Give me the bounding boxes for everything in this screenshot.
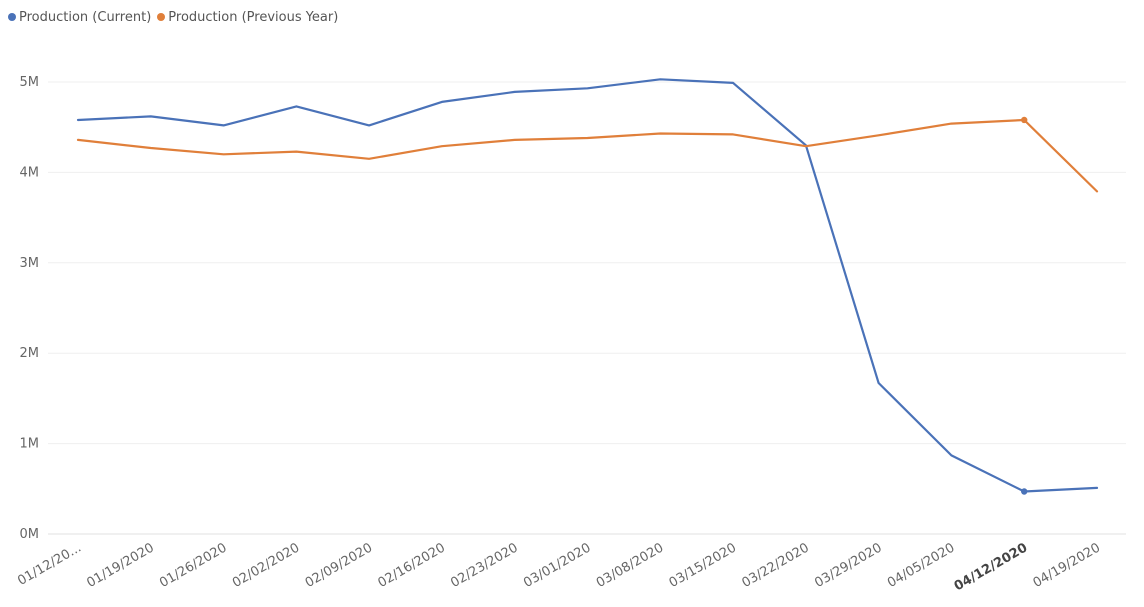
- data-point[interactable]: [803, 144, 808, 149]
- x-tick-label: 04/12/2020: [952, 540, 1030, 594]
- data-point[interactable]: [658, 131, 663, 136]
- x-tick-label: 02/16/2020: [376, 540, 448, 590]
- y-tick-label: 1M: [20, 437, 40, 452]
- y-tick-label: 2M: [20, 346, 40, 361]
- y-tick-label: 5M: [20, 75, 40, 90]
- x-axis: 01/12/20... 01/19/2020 01/26/2020 02/02/202…: [15, 540, 1103, 594]
- series-line-current[interactable]: [76, 78, 1099, 493]
- data-point[interactable]: [658, 77, 663, 82]
- data-point[interactable]: [1021, 488, 1028, 495]
- y-tick-label: 3M: [20, 256, 40, 271]
- y-tick-label: 4M: [20, 165, 40, 180]
- data-point[interactable]: [876, 381, 881, 386]
- legend-label-current: Production (Current): [19, 9, 152, 25]
- data-point[interactable]: [585, 136, 590, 141]
- data-point[interactable]: [949, 453, 954, 458]
- x-tick-label: 03/08/2020: [594, 540, 666, 590]
- legend-marker-current: [8, 13, 16, 21]
- x-tick-label: 04/19/2020: [1031, 540, 1103, 590]
- data-point[interactable]: [512, 89, 517, 94]
- data-point[interactable]: [439, 99, 444, 104]
- chart-legend: Production (Current) Production (Previou…: [8, 8, 344, 26]
- data-point[interactable]: [76, 137, 81, 142]
- x-tick-label: 01/12/20...: [15, 540, 84, 588]
- x-tick-label: 03/15/2020: [667, 540, 739, 590]
- data-point[interactable]: [731, 80, 736, 85]
- x-tick-label: 02/23/2020: [448, 540, 520, 590]
- series-points: [76, 77, 1100, 495]
- data-point[interactable]: [1095, 485, 1100, 490]
- data-point[interactable]: [367, 156, 372, 161]
- legend-label-previous-year: Production (Previous Year): [168, 9, 339, 25]
- data-point[interactable]: [221, 123, 226, 128]
- data-point[interactable]: [439, 144, 444, 149]
- legend-item-previous-year[interactable]: Production (Previous Year): [157, 10, 338, 25]
- data-point[interactable]: [294, 149, 299, 154]
- data-point[interactable]: [949, 121, 954, 126]
- data-point[interactable]: [1095, 189, 1100, 194]
- legend-item-current[interactable]: Production (Current): [8, 10, 151, 25]
- series-line-previous-year[interactable]: [76, 118, 1099, 193]
- y-tick-label: 0M: [20, 527, 40, 542]
- data-point[interactable]: [76, 117, 81, 122]
- data-point[interactable]: [294, 104, 299, 109]
- data-point[interactable]: [876, 133, 881, 138]
- data-point[interactable]: [148, 114, 153, 119]
- data-point[interactable]: [1021, 116, 1028, 124]
- data-point[interactable]: [512, 137, 517, 142]
- x-tick-label: 03/22/2020: [739, 540, 811, 590]
- x-tick-label: 04/05/2020: [885, 540, 957, 590]
- x-tick-label: 02/02/2020: [230, 540, 302, 590]
- x-tick-label: 01/19/2020: [84, 540, 156, 590]
- y-axis: 0M 1M 2M 3M 4M 5M: [20, 75, 40, 542]
- x-tick-label: 01/26/2020: [157, 540, 229, 590]
- data-point[interactable]: [731, 132, 736, 137]
- data-point[interactable]: [367, 123, 372, 128]
- x-tick-label: 03/01/2020: [521, 540, 593, 590]
- x-tick-label: 03/29/2020: [812, 540, 884, 590]
- data-point[interactable]: [221, 152, 226, 157]
- series-lines: [76, 78, 1099, 493]
- gridlines: [48, 81, 1126, 535]
- data-point[interactable]: [148, 145, 153, 150]
- legend-marker-previous-year: [157, 13, 166, 21]
- data-point[interactable]: [585, 86, 590, 91]
- x-tick-label: 02/09/2020: [303, 540, 375, 590]
